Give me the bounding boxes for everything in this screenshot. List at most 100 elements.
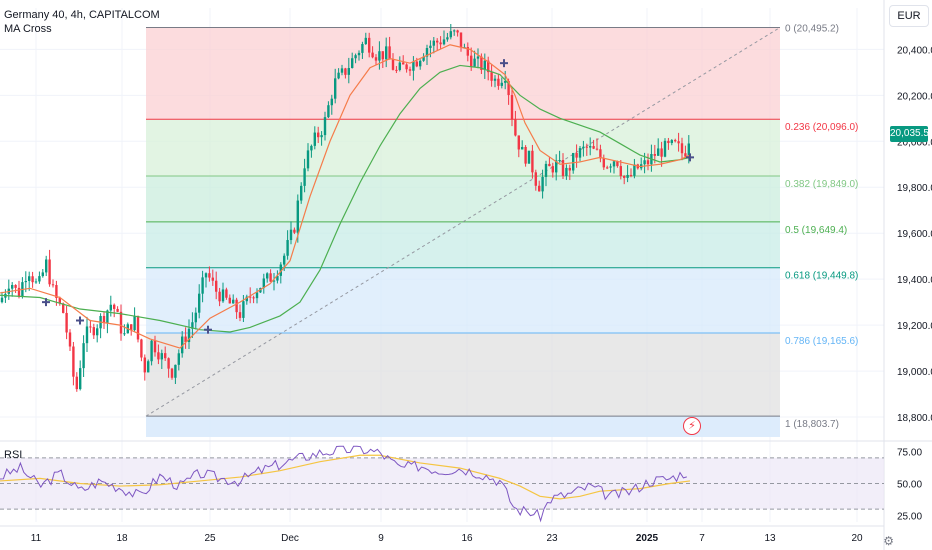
candle-body xyxy=(34,281,38,283)
candle-body xyxy=(337,72,340,79)
x-tick-label: 13 xyxy=(764,533,776,544)
candle-body xyxy=(174,364,177,378)
candle-body xyxy=(252,297,255,299)
candle-body xyxy=(58,297,61,304)
candle-body xyxy=(119,311,123,334)
x-tick-label: 2025 xyxy=(636,533,659,544)
candle-body xyxy=(65,312,68,333)
candle-body xyxy=(313,132,316,146)
fib-trend-line xyxy=(145,27,781,417)
candle-body xyxy=(289,229,293,241)
candle-body xyxy=(446,37,449,40)
candle-body xyxy=(204,273,208,278)
candle-body xyxy=(164,353,167,359)
candle-body xyxy=(432,40,435,46)
x-tick-label: Dec xyxy=(281,533,299,544)
fib-label: 0.786 (19,165.6) xyxy=(785,336,858,347)
currency-button[interactable]: EUR xyxy=(889,5,929,27)
candle-body xyxy=(565,167,568,176)
y-tick-label: 19,600.0 xyxy=(897,229,932,240)
candle-body xyxy=(538,185,541,192)
fib-zone xyxy=(146,221,780,268)
x-tick-label: 18 xyxy=(116,533,128,544)
candle-body xyxy=(147,361,150,373)
gear-icon[interactable]: ⚙ xyxy=(883,534,894,548)
candle-body xyxy=(558,160,561,162)
candle-body xyxy=(368,37,371,53)
candle-body xyxy=(555,160,558,173)
candle-body xyxy=(133,316,136,331)
candle-body xyxy=(201,277,204,294)
candle-body xyxy=(157,352,160,360)
candle-body xyxy=(595,148,599,150)
chart-header: Germany 40, 4h, CAPITALCOM MA Cross xyxy=(4,8,160,36)
candle-body xyxy=(606,167,609,169)
candle-body xyxy=(633,164,636,176)
candle-body xyxy=(334,78,337,99)
fib-zone xyxy=(146,333,780,417)
fib-label: 1 (18,803.7) xyxy=(785,419,839,430)
candle-body xyxy=(391,59,395,70)
candle-body xyxy=(561,160,565,176)
x-tick-label: 23 xyxy=(546,533,558,544)
candle-body xyxy=(497,78,500,86)
candle-body xyxy=(510,95,514,120)
candle-body xyxy=(507,81,510,96)
y-tick-label: 18,800.0 xyxy=(897,413,932,424)
candle-body xyxy=(589,146,592,148)
candle-body xyxy=(276,275,279,281)
candle-body xyxy=(323,117,327,136)
candle-body xyxy=(55,285,58,298)
lightning-icon[interactable]: ⚡ xyxy=(683,417,701,435)
candle-body xyxy=(181,336,184,354)
x-tick-label: 16 xyxy=(461,533,473,544)
candle-body xyxy=(344,68,347,75)
candle-body xyxy=(402,62,405,65)
candle-body xyxy=(575,152,578,158)
rsi-tick-label: 75.00 xyxy=(897,447,922,458)
candle-body xyxy=(422,56,425,61)
candle-body xyxy=(398,62,401,70)
candle-body xyxy=(623,176,626,178)
candle-body xyxy=(609,166,612,168)
candle-body xyxy=(388,46,391,60)
candle-body xyxy=(198,293,201,313)
candle-body xyxy=(493,78,497,81)
candle-body xyxy=(517,135,520,150)
candle-body xyxy=(72,346,75,377)
candle-body xyxy=(677,141,680,144)
candle-body xyxy=(687,143,690,157)
y-tick-label: 20,400.0 xyxy=(897,45,932,56)
candle-body xyxy=(578,148,582,158)
candle-body xyxy=(385,46,388,60)
fib-zone xyxy=(146,175,780,222)
candle-body xyxy=(653,154,656,156)
candle-body xyxy=(82,343,85,369)
candle-body xyxy=(242,301,245,318)
ma-slow-line xyxy=(0,64,691,333)
candle-body xyxy=(310,145,313,151)
candle-body xyxy=(79,368,82,390)
y-tick-label: 19,200.0 xyxy=(897,321,932,332)
candle-body xyxy=(96,328,99,336)
candle-body xyxy=(534,172,537,186)
candle-body xyxy=(419,60,422,67)
fib-zone xyxy=(146,416,780,437)
rsi-tick-label: 50.00 xyxy=(897,480,922,491)
candle-body xyxy=(235,299,238,313)
candle-body xyxy=(28,276,31,281)
candle-body xyxy=(102,316,106,323)
candle-body xyxy=(269,273,272,282)
candle-body xyxy=(249,296,252,298)
candle-body xyxy=(568,167,571,171)
rsi-line xyxy=(0,445,687,523)
candle-body xyxy=(191,322,194,329)
candle-body xyxy=(643,160,646,165)
candle-body xyxy=(473,58,476,67)
x-tick-label: 25 xyxy=(204,533,216,544)
candle-body xyxy=(327,105,330,118)
candle-body xyxy=(405,64,408,70)
candle-body xyxy=(521,147,524,150)
candle-body xyxy=(347,68,350,75)
